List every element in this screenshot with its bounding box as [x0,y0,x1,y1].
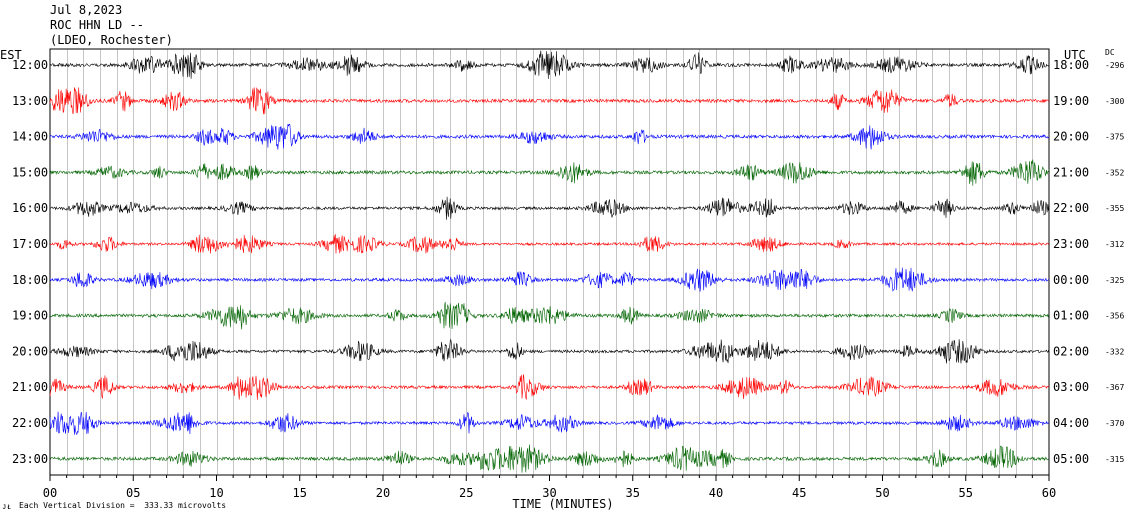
seismic-trace [49,196,1050,220]
utc-hour-label: 19:00 [1053,94,1089,108]
utc-zone-label: UTC [1064,48,1086,62]
utc-hour-label: 20:00 [1053,130,1089,144]
seismic-trace [49,50,1050,79]
utc-hour-label: 05:00 [1053,452,1089,466]
dc-offset-label: -296 [1105,61,1124,70]
dc-offset-label: -355 [1105,204,1124,213]
est-zone-label: EST [0,48,22,62]
x-tick-label: 35 [626,486,640,500]
x-tick-label: 40 [709,486,723,500]
dc-label: DC [1105,48,1115,57]
utc-hour-label: 01:00 [1053,309,1089,323]
x-tick-label: 50 [875,486,889,500]
utc-hour-label: 23:00 [1053,237,1089,251]
utc-hour-label: 02:00 [1053,344,1089,358]
x-tick-label: 30 [542,486,556,500]
est-hour-label: 23:00 [12,452,48,466]
seismic-trace [49,123,1050,150]
header-network: (LDEO, Rochester) [50,33,173,47]
header-date: Jul 8,2023 [50,3,123,17]
est-hour-label: 14:00 [12,130,48,144]
seismic-trace [49,444,1050,473]
x-tick-label: 15 [293,486,307,500]
x-tick-label: 45 [792,486,806,500]
seismic-trace [49,374,1050,400]
dc-offset-label: -315 [1105,455,1124,464]
trace-group [49,50,1050,473]
est-hour-label: 16:00 [12,201,48,215]
est-hour-label: 13:00 [12,94,48,108]
est-hour-label: 20:00 [12,344,48,358]
dc-offset-label: -370 [1105,419,1124,428]
seismic-trace [49,301,1050,330]
utc-hour-label: 03:00 [1053,380,1089,394]
seismic-trace [49,234,1050,254]
seismic-trace [49,159,1050,186]
axis-label-group: 00 05 10 15 20 25 30 35 40 45 50 55 60 TIME (MINUTES)… [12,58,1124,511]
x-tick-label: 55 [959,486,973,500]
utc-hour-label: 04:00 [1053,416,1089,430]
x-tick-label: 25 [459,486,473,500]
utc-hour-label: 00:00 [1053,273,1089,287]
est-hour-label: 21:00 [12,380,48,394]
dc-offset-label: -375 [1105,133,1124,142]
plot-frame [49,48,1050,476]
header-station: ROC HHN LD -- [50,18,144,32]
seismic-trace [49,338,1050,364]
seismic-trace [49,87,1050,115]
dc-offset-label: -332 [1105,347,1124,356]
est-hour-label: 17:00 [12,237,48,251]
scale-note: Each Vertical Division = 333.33 microvol… [19,501,227,510]
x-tick-label: 00 [43,486,57,500]
est-hour-label: 22:00 [12,416,48,430]
dc-offset-label: -352 [1105,168,1124,177]
x-tick-label: 05 [126,486,140,500]
est-hour-label: 19:00 [12,309,48,323]
dc-offset-label: -300 [1105,97,1124,106]
plot-grid [49,48,1050,481]
x-tick-label: 20 [376,486,390,500]
x-tick-label: 60 [1042,486,1056,500]
dc-offset-label: -367 [1105,383,1124,392]
est-hour-label: 18:00 [12,273,48,287]
est-hour-label: 15:00 [12,165,48,179]
utc-hour-label: 22:00 [1053,201,1089,215]
dc-offset-label: -325 [1105,276,1124,285]
dc-offset-label: -312 [1105,240,1124,249]
seismic-trace [49,267,1050,292]
corner-mark: ᴊᴌ [2,502,12,511]
x-tick-label: 10 [209,486,223,500]
utc-hour-label: 21:00 [1053,165,1089,179]
dc-offset-label: -356 [1105,312,1124,321]
x-axis-title: TIME (MINUTES) [512,497,613,511]
seismic-trace [49,411,1050,435]
